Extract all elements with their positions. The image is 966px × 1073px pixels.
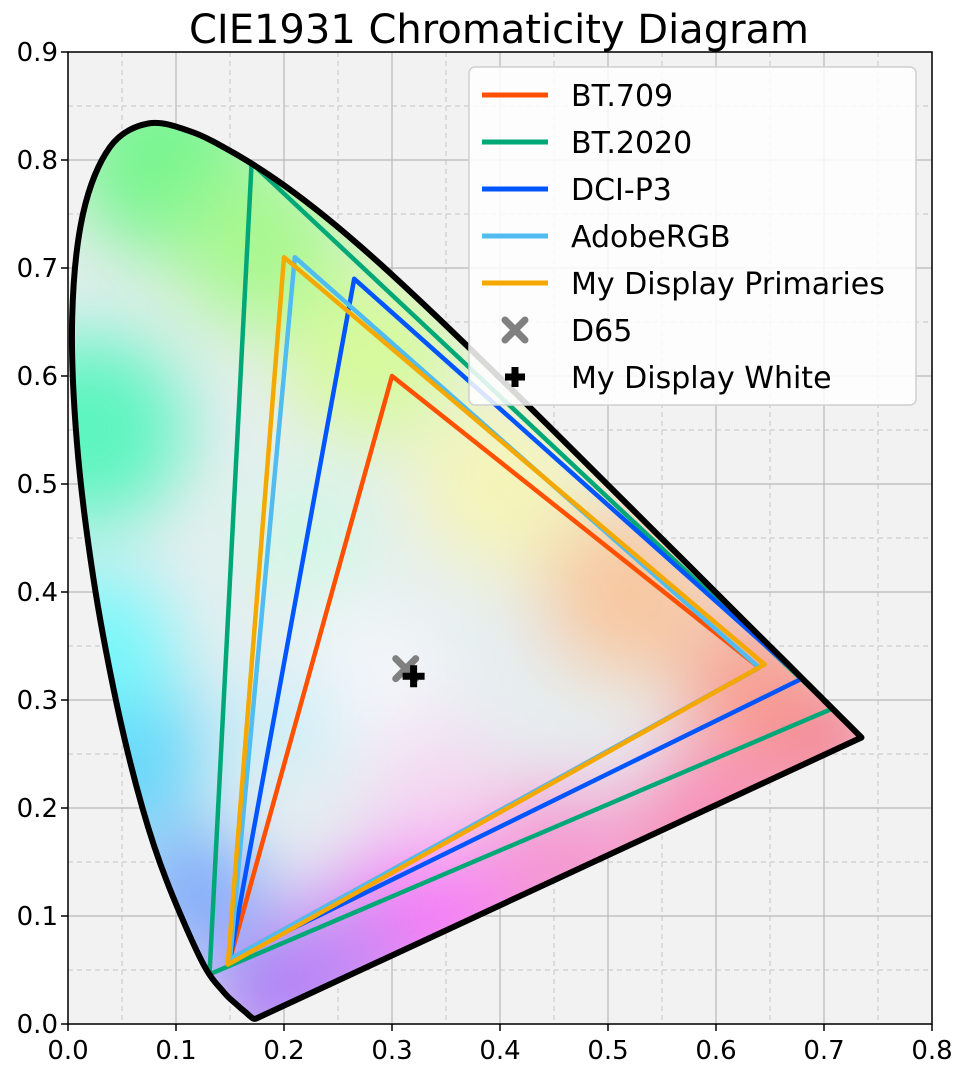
legend-label-my-display-primaries: My Display Primaries	[571, 267, 885, 302]
y-tick-label: 0.7	[17, 254, 58, 284]
gamut-fill-patch	[230, 667, 338, 776]
x-tick-label: 0.3	[371, 1036, 412, 1066]
gamut-triangle-bt-2020	[207, 160, 835, 977]
x-tick-label: 0.8	[911, 1036, 952, 1066]
x-tick-label: 0.4	[479, 1036, 520, 1066]
y-tick-label: 0.5	[17, 470, 58, 500]
white-point-markers	[392, 655, 425, 688]
x-tick-label: 0.2	[263, 1036, 304, 1066]
y-tick-label: 0.1	[17, 902, 58, 932]
legend: BT.709 BT.2020 DCI-P3 AdobeRGB My Display Pr…	[468, 66, 917, 406]
x-tick-label: 0.5	[587, 1036, 628, 1066]
legend-label-adobergb: AdobeRGB	[571, 220, 731, 255]
y-tick-label: 0.4	[17, 578, 58, 608]
gamut-fill-patch	[71, 332, 187, 528]
marker-my-display-white	[402, 665, 425, 688]
gamut-fill-patch	[208, 948, 317, 1019]
legend-box	[468, 66, 917, 406]
legend-label-my-display-white: My Display White	[571, 361, 832, 396]
spectral-locus-outline	[68, 119, 865, 1022]
legend-swatch-my-display-white	[505, 367, 525, 387]
gamut-triangle-dci-p3	[227, 276, 805, 962]
series-group	[207, 160, 835, 977]
legend-label-d65: D65	[571, 314, 632, 349]
y-tick-label: 0.2	[17, 794, 58, 824]
y-tick-label: 0.8	[17, 146, 58, 176]
gamut-fill-patch	[413, 397, 587, 571]
legend-label-dci-p3: DCI-P3	[571, 173, 672, 208]
y-tick-label: 0.0	[17, 1010, 58, 1040]
legend-swatch-d65	[501, 316, 529, 344]
gamut-triangle-my-display-primaries	[225, 254, 767, 967]
chart-title: CIE1931 Chromaticity Diagram	[189, 7, 809, 53]
axis-ticks: 0.0 0.1 0.2 0.3 0.4 0.5 0.6 0.7 0.8 0.0 0.1 0.2 0.3 0…	[17, 38, 953, 1066]
y-tick-label: 0.6	[17, 362, 58, 392]
y-tick-label: 0.9	[17, 38, 58, 68]
x-tick-label: 0.7	[803, 1036, 844, 1066]
x-tick-label: 0.1	[155, 1036, 196, 1066]
gamut-fill-patch	[284, 268, 457, 441]
legend-label-bt-2020: BT.2020	[571, 126, 692, 161]
x-tick-label: 0.6	[695, 1036, 736, 1066]
gamut-fill-patch	[370, 721, 501, 852]
x-tick-label: 0.0	[47, 1036, 88, 1066]
y-tick-label: 0.3	[17, 686, 58, 716]
legend-label-bt-709: BT.709	[571, 79, 673, 114]
